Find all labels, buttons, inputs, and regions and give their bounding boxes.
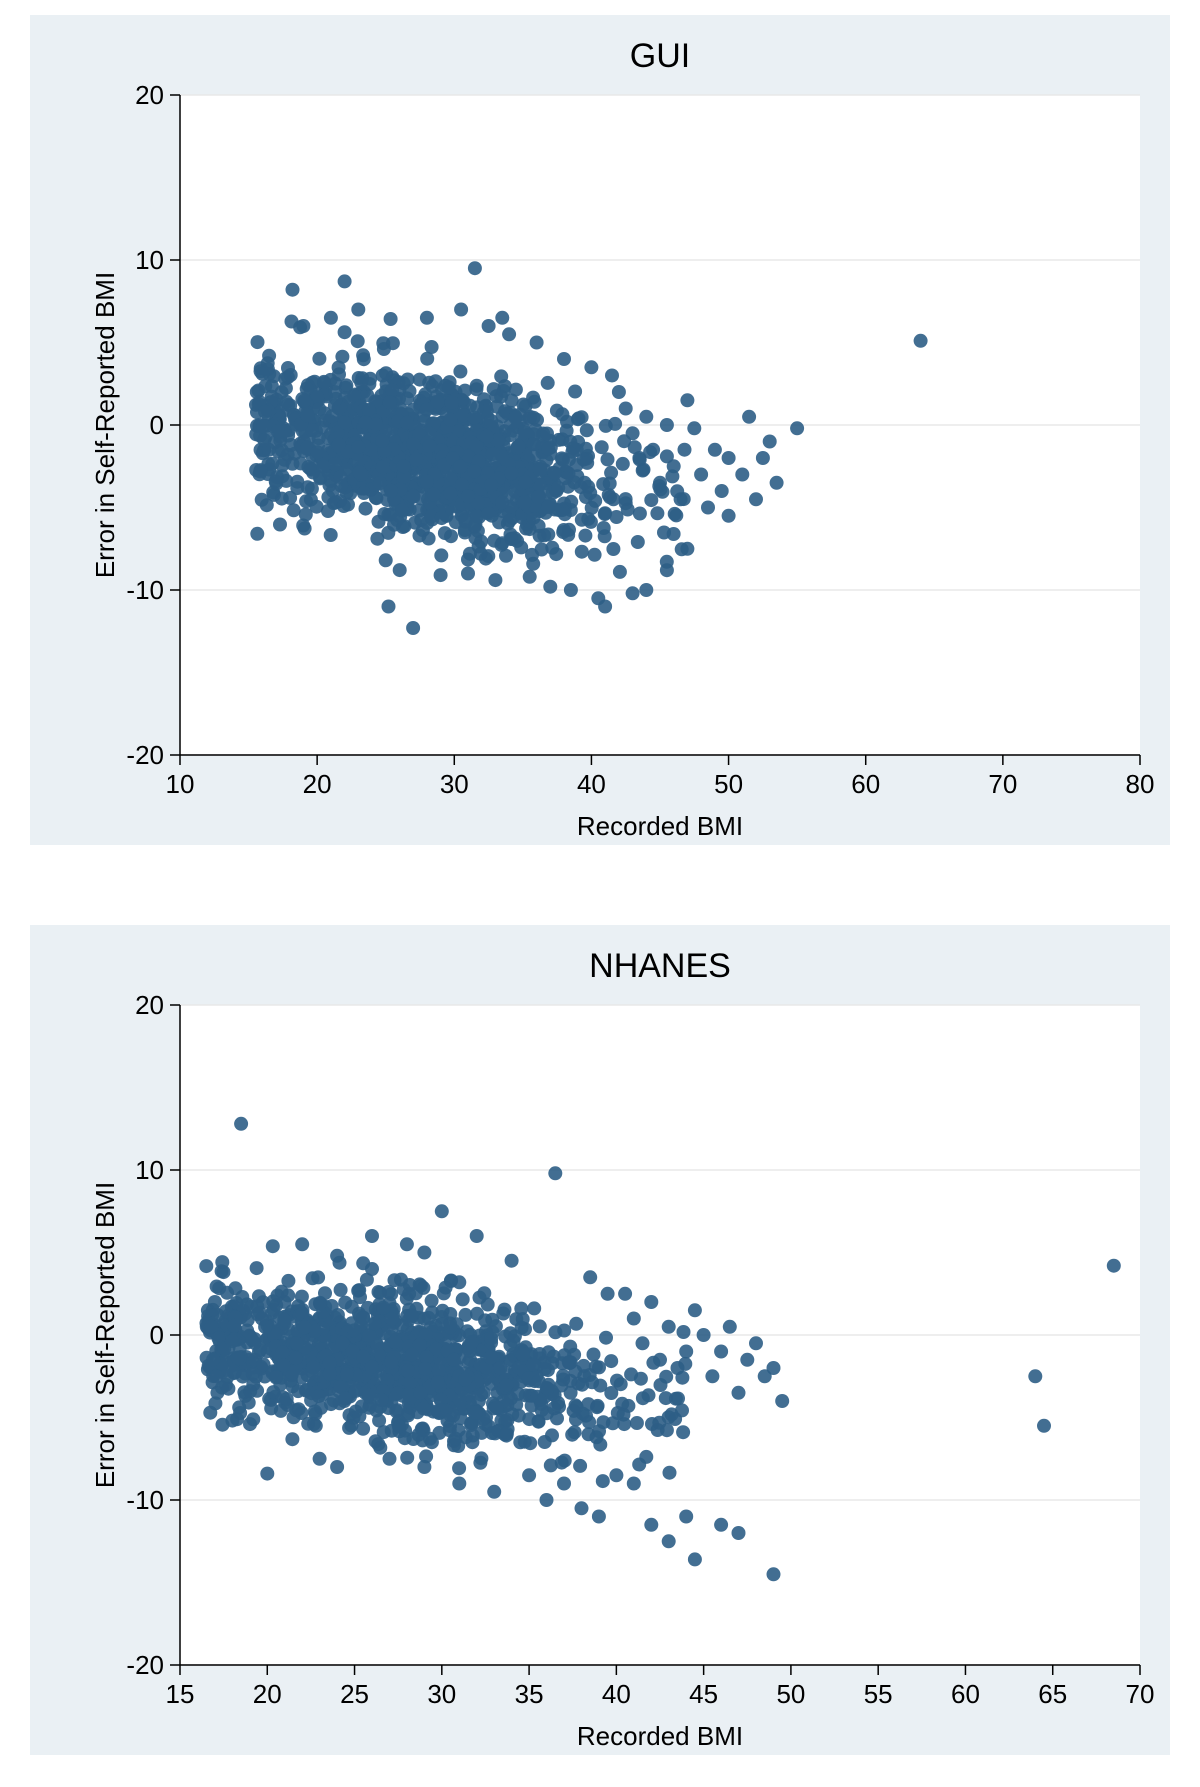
x-tick-label: 35 (515, 1679, 544, 1709)
x-tick-label: 45 (689, 1679, 718, 1709)
panel-gui: 10 20 30 40 50 60 70 80 -20 -10 0 10 20 GUI Recorded B… (30, 15, 1170, 845)
chart-title: NHANES (589, 947, 731, 985)
y-tick-label: 20 (135, 80, 164, 110)
chart-title: GUI (630, 37, 690, 75)
y-axis-label: Error in Self-Reported BMI (90, 1182, 120, 1488)
x-tick-label: 60 (951, 1679, 980, 1709)
x-tick-label: 20 (303, 769, 332, 799)
y-tick-label: -10 (126, 1485, 164, 1515)
x-tick-label: 70 (988, 769, 1017, 799)
x-tick-label: 60 (851, 769, 880, 799)
x-tick-label: 80 (1126, 769, 1155, 799)
x-tick-label: 50 (714, 769, 743, 799)
x-tick-label: 25 (340, 1679, 369, 1709)
y-tick-label: 20 (135, 990, 164, 1020)
y-tick-label: -10 (126, 575, 164, 605)
panel-nhanes: 15 20 25 30 35 40 45 50 55 60 65 70 -20 -10 0 10 20 NHANE… (30, 925, 1170, 1755)
x-tick-label: 40 (577, 769, 606, 799)
x-tick-label: 20 (253, 1679, 282, 1709)
y-axis-label: Error in Self-Reported BMI (90, 272, 120, 578)
x-tick-label: 30 (440, 769, 469, 799)
x-axis-label: Recorded BMI (577, 1721, 743, 1751)
y-tick-label: 10 (135, 1155, 164, 1185)
x-tick-label: 15 (166, 1679, 195, 1709)
y-tick-label: -20 (126, 740, 164, 770)
x-axis-label: Recorded BMI (577, 811, 743, 841)
y-tick-label: -20 (126, 1650, 164, 1680)
x-tick-label: 30 (427, 1679, 456, 1709)
y-tick-label: 0 (150, 410, 164, 440)
page: 10 20 30 40 50 60 70 80 -20 -10 0 10 20 GUI Recorded B… (0, 0, 1200, 1787)
x-tick-label: 50 (776, 1679, 805, 1709)
x-tick-label: 70 (1126, 1679, 1155, 1709)
x-tick-label: 10 (166, 769, 195, 799)
x-tick-label: 40 (602, 1679, 631, 1709)
chart-nhanes: 15 20 25 30 35 40 45 50 55 60 65 70 -20 -10 0 10 20 NHANE… (30, 925, 1170, 1755)
chart-gui: 10 20 30 40 50 60 70 80 -20 -10 0 10 20 GUI Recorded B… (30, 15, 1170, 845)
y-tick-label: 10 (135, 245, 164, 275)
y-tick-label: 0 (150, 1320, 164, 1350)
x-tick-label: 55 (864, 1679, 893, 1709)
x-tick-label: 65 (1038, 1679, 1067, 1709)
